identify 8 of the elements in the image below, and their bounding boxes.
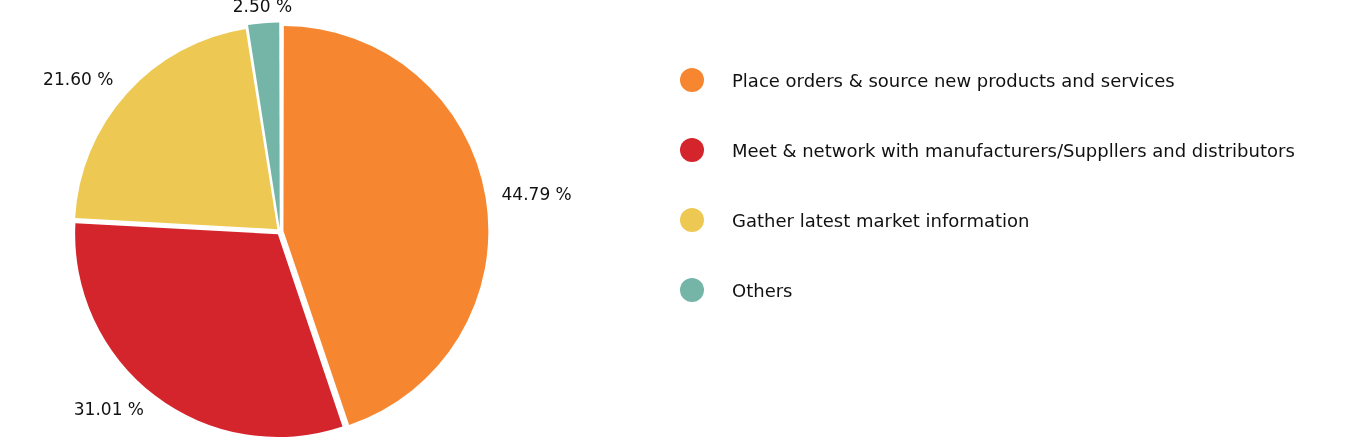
data-label: 2.50 % — [232, 0, 293, 17]
legend-label: Others — [732, 279, 793, 301]
legend-label: Meet & network with manufacturers/Suppllers and distributors — [732, 139, 1295, 161]
data-label: 31.01 % — [73, 398, 145, 419]
data-label: 44.79 % — [501, 183, 572, 204]
legend-label: Gather latest market information — [732, 209, 1030, 231]
data-label: 21.60 % — [43, 69, 114, 90]
legend-label: Place orders & source new products and services — [732, 69, 1175, 91]
